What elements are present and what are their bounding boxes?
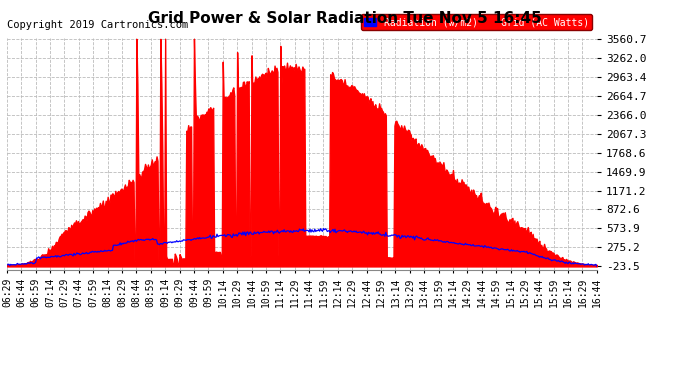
Text: Copyright 2019 Cartronics.com: Copyright 2019 Cartronics.com (7, 20, 188, 30)
Legend: Radiation (w/m2), Grid (AC Watts): Radiation (w/m2), Grid (AC Watts) (362, 15, 592, 30)
Text: Grid Power & Solar Radiation Tue Nov 5 16:45: Grid Power & Solar Radiation Tue Nov 5 1… (148, 11, 542, 26)
